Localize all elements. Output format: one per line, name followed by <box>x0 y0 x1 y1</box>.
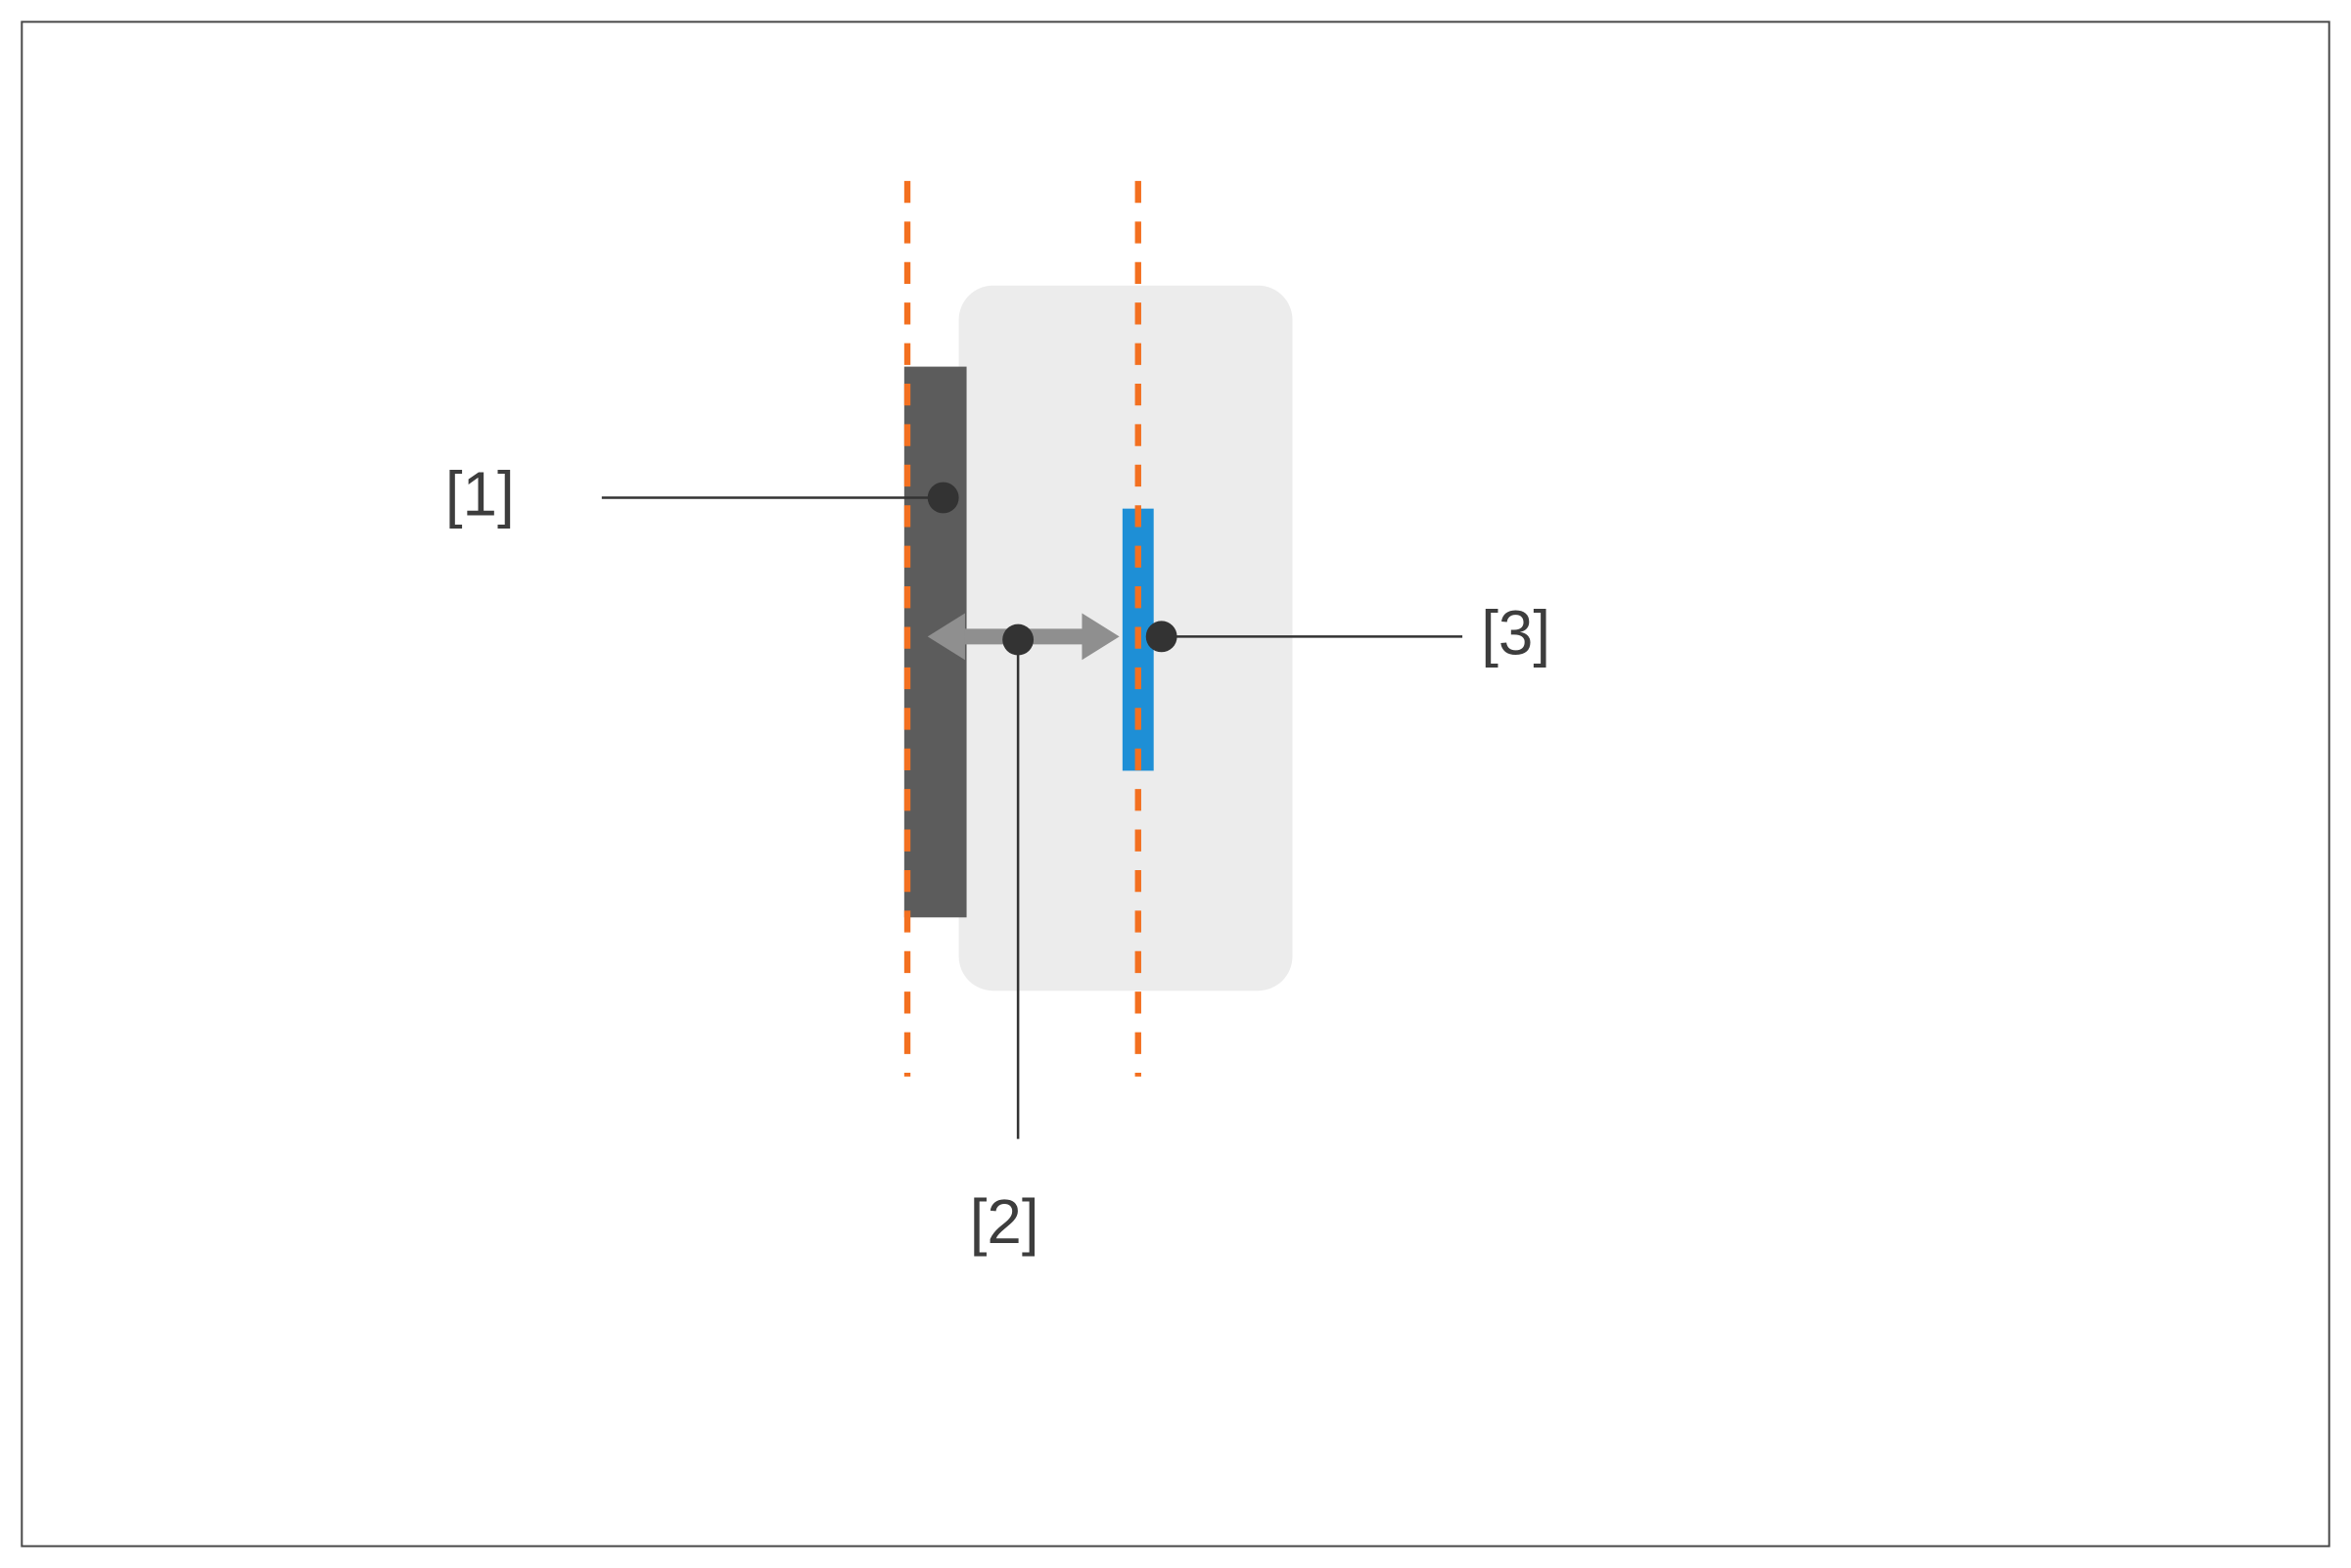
callout-3-marker <box>1146 621 1177 652</box>
callout-1-marker <box>928 483 959 514</box>
callout-2-marker <box>1002 624 1034 656</box>
callout-1-label: [1] <box>445 458 515 530</box>
diagram-canvas: [1] [2] [3] <box>0 0 2351 1568</box>
callout-2-label: [2] <box>970 1185 1039 1258</box>
callout-3-label: [3] <box>1481 597 1550 669</box>
diagram-svg <box>0 0 2351 1568</box>
